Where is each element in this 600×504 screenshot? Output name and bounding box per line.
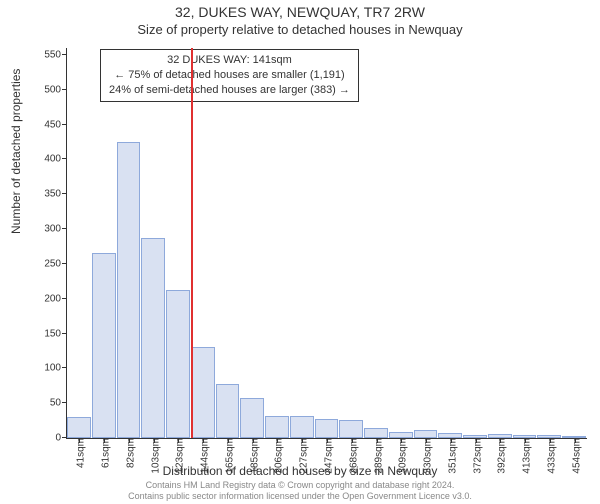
histogram-bar <box>265 416 289 438</box>
x-tick-mark <box>525 438 526 443</box>
y-tick-mark <box>62 193 67 194</box>
y-tick-label: 250 <box>44 258 67 269</box>
histogram-bar <box>290 416 314 438</box>
x-tick-mark <box>500 438 501 443</box>
x-tick-mark <box>178 438 179 443</box>
x-tick-mark <box>104 438 105 443</box>
y-tick-label: 550 <box>44 49 67 60</box>
plot-region: 05010015020025030035040045050055041sqm61… <box>66 48 587 439</box>
x-tick-mark <box>352 438 353 443</box>
x-tick-mark <box>426 438 427 443</box>
y-tick-label: 400 <box>44 154 67 165</box>
y-tick-label: 200 <box>44 293 67 304</box>
x-tick-mark <box>575 438 576 443</box>
page-title: 32, DUKES WAY, NEWQUAY, TR7 2RW <box>0 4 600 20</box>
reference-line <box>191 48 193 438</box>
y-tick-mark <box>62 402 67 403</box>
footer: Contains HM Land Registry data © Crown c… <box>0 480 600 503</box>
x-tick-mark <box>203 438 204 443</box>
page-subtitle: Size of property relative to detached ho… <box>0 22 600 37</box>
x-tick-mark <box>401 438 402 443</box>
histogram-bar <box>364 428 388 438</box>
histogram-bar <box>339 420 363 438</box>
y-tick-label: 450 <box>44 119 67 130</box>
y-tick-mark <box>62 54 67 55</box>
histogram-bar <box>117 142 141 438</box>
y-tick-mark <box>62 158 67 159</box>
y-tick-mark <box>62 333 67 334</box>
y-axis-label: Number of detached properties <box>9 69 23 234</box>
y-tick-label: 100 <box>44 363 67 374</box>
x-tick-mark <box>302 438 303 443</box>
histogram-bar <box>240 398 264 438</box>
histogram-bar <box>315 419 339 439</box>
y-tick-mark <box>62 228 67 229</box>
x-tick-mark <box>476 438 477 443</box>
histogram-bar <box>166 290 190 438</box>
y-tick-label: 0 <box>55 433 67 444</box>
y-tick-mark <box>62 124 67 125</box>
x-tick-mark <box>253 438 254 443</box>
x-tick-mark <box>79 438 80 443</box>
chart-container: 32, DUKES WAY, NEWQUAY, TR7 2RW Size of … <box>0 4 600 504</box>
y-tick-label: 150 <box>44 328 67 339</box>
histogram-bar <box>414 430 438 438</box>
x-tick-mark <box>550 438 551 443</box>
y-tick-mark <box>62 367 67 368</box>
histogram-bar <box>92 253 116 438</box>
x-tick-mark <box>154 438 155 443</box>
y-tick-mark <box>62 298 67 299</box>
x-axis-label: Distribution of detached houses by size … <box>0 464 600 478</box>
footer-line-1: Contains HM Land Registry data © Crown c… <box>0 480 600 491</box>
y-tick-label: 350 <box>44 189 67 200</box>
histogram-bar <box>141 238 165 438</box>
histogram-bar <box>191 347 215 438</box>
y-tick-mark <box>62 89 67 90</box>
y-tick-label: 50 <box>50 398 67 409</box>
histogram-bar <box>216 384 240 438</box>
x-tick-mark <box>327 438 328 443</box>
chart-area: 05010015020025030035040045050055041sqm61… <box>66 48 586 438</box>
x-tick-mark <box>377 438 378 443</box>
histogram-bar <box>67 417 91 438</box>
y-tick-mark <box>62 263 67 264</box>
y-tick-label: 500 <box>44 84 67 95</box>
x-tick-mark <box>277 438 278 443</box>
x-tick-mark <box>228 438 229 443</box>
footer-line-2: Contains public sector information licen… <box>0 491 600 502</box>
x-tick-mark <box>451 438 452 443</box>
x-tick-mark <box>129 438 130 443</box>
y-tick-label: 300 <box>44 224 67 235</box>
